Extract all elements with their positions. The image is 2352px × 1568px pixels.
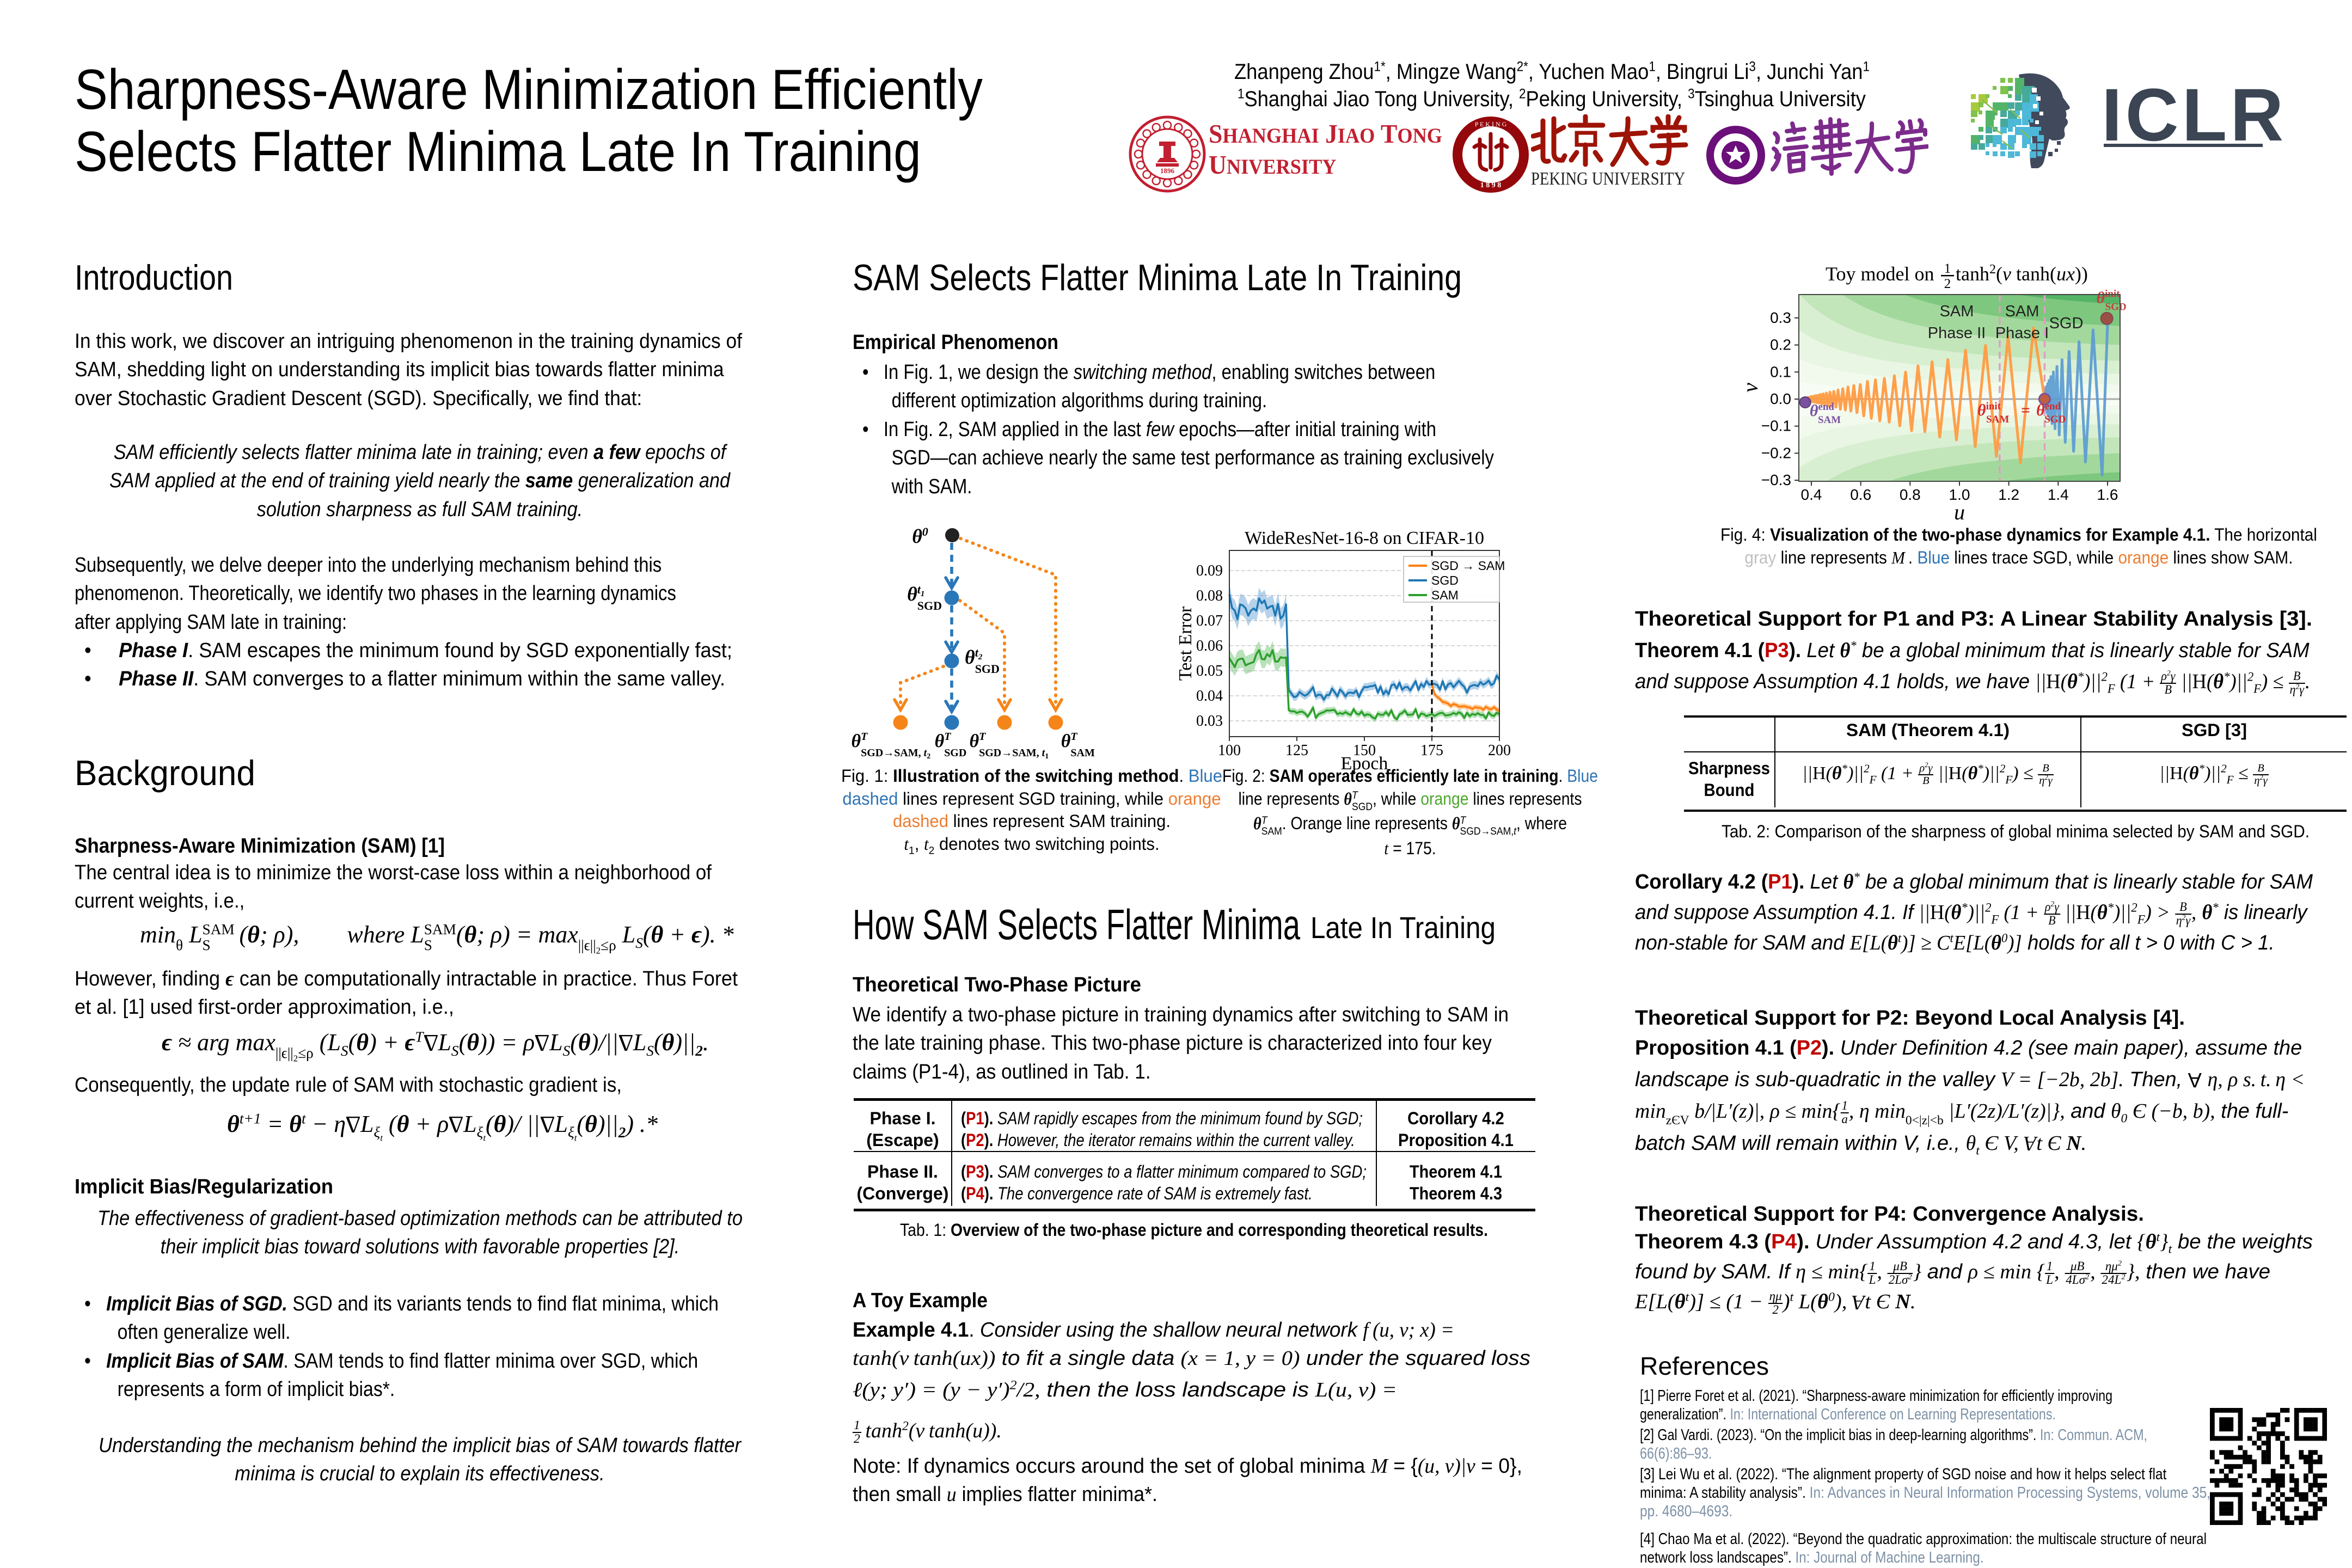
svg-text:θ: θ <box>1061 731 1071 751</box>
svg-text:175: 175 <box>1420 742 1443 759</box>
svg-text:Phase II: Phase II <box>1928 324 1986 342</box>
svg-text:θ: θ <box>907 583 917 605</box>
svg-text:1.2: 1.2 <box>1998 486 2019 503</box>
svg-text:0.1: 0.1 <box>1770 363 1791 380</box>
svg-text:Phase I: Phase I <box>1995 324 2049 342</box>
svg-text:SGD → SAM: SGD → SAM <box>1431 559 1505 573</box>
svg-text:0.2: 0.2 <box>1770 336 1791 353</box>
svg-text:SGD→SAM, t2: SGD→SAM, t2 <box>861 747 930 761</box>
svg-text:1 8 9 8: 1 8 9 8 <box>1480 181 1502 189</box>
svg-text:1896: 1896 <box>1160 167 1175 175</box>
svg-text:0.04: 0.04 <box>1196 688 1223 705</box>
svg-text:θ: θ <box>912 525 922 547</box>
svg-text:u: u <box>1954 500 1965 524</box>
svg-text:0.05: 0.05 <box>1196 663 1223 679</box>
svg-text:t2: t2 <box>975 646 983 661</box>
svg-text:v: v <box>1738 383 1762 393</box>
svg-text:1: 1 <box>1944 261 1951 276</box>
svg-text:Epoch: Epoch <box>1341 754 1388 774</box>
svg-text:θ: θ <box>965 646 975 668</box>
svg-text:WideResNet-16-8 on CIFAR-10: WideResNet-16-8 on CIFAR-10 <box>1245 528 1484 548</box>
svg-text:0: 0 <box>922 525 928 538</box>
svg-text:tanh2(v tanh(ux)): tanh2(v tanh(ux)) <box>1956 262 2088 285</box>
svg-text:T: T <box>944 731 951 743</box>
svg-text:=: = <box>2021 401 2030 419</box>
svg-text:0.03: 0.03 <box>1196 713 1223 730</box>
svg-text:0.06: 0.06 <box>1196 638 1223 654</box>
svg-text:100: 100 <box>1218 742 1241 759</box>
svg-text:t1: t1 <box>917 583 925 598</box>
svg-text:SAM: SAM <box>1431 588 1459 602</box>
svg-text:0.3: 0.3 <box>1770 309 1791 326</box>
svg-text:SAM: SAM <box>2005 303 2039 320</box>
svg-text:1.6: 1.6 <box>2097 486 2118 503</box>
svg-text:SGD: SGD <box>917 599 942 612</box>
svg-text:0.4: 0.4 <box>1801 486 1822 503</box>
svg-text:125: 125 <box>1285 742 1308 759</box>
svg-text:T: T <box>979 731 986 743</box>
svg-text:−0.3: −0.3 <box>1761 471 1791 488</box>
svg-text:SGD: SGD <box>944 747 966 759</box>
svg-text:T: T <box>1070 731 1077 743</box>
svg-text:0.07: 0.07 <box>1196 612 1223 629</box>
svg-text:SGD: SGD <box>2049 315 2084 332</box>
svg-text:150: 150 <box>1353 742 1376 759</box>
svg-text:SGD: SGD <box>1431 573 1459 587</box>
svg-text:200: 200 <box>1488 742 1511 759</box>
svg-text:−0.2: −0.2 <box>1761 444 1791 461</box>
svg-text:2: 2 <box>1944 277 1951 291</box>
svg-text:0.6: 0.6 <box>1850 486 1871 503</box>
svg-text:0.09: 0.09 <box>1196 562 1223 579</box>
svg-text:0.0: 0.0 <box>1770 390 1791 407</box>
svg-text:0.8: 0.8 <box>1900 486 1921 503</box>
svg-text:1.0: 1.0 <box>1949 486 1970 503</box>
svg-text:Toy model on: Toy model on <box>1826 263 1934 285</box>
svg-text:SGD→SAM, t1: SGD→SAM, t1 <box>979 747 1049 761</box>
svg-text:Test Error: Test Error <box>1175 606 1196 681</box>
svg-text:−0.1: −0.1 <box>1761 418 1791 434</box>
svg-text:SAM: SAM <box>1940 303 1974 320</box>
svg-text:θ: θ <box>935 731 945 751</box>
svg-text:0.08: 0.08 <box>1196 587 1223 604</box>
svg-text:1.4: 1.4 <box>2048 486 2069 503</box>
svg-text:T: T <box>861 731 868 743</box>
svg-text:θ: θ <box>852 731 861 751</box>
svg-text:θ: θ <box>970 731 979 751</box>
svg-text:P E K I N G: P E K I N G <box>1475 120 1507 128</box>
svg-text:SGD: SGD <box>975 662 1000 676</box>
svg-text:SAM: SAM <box>1070 747 1095 759</box>
